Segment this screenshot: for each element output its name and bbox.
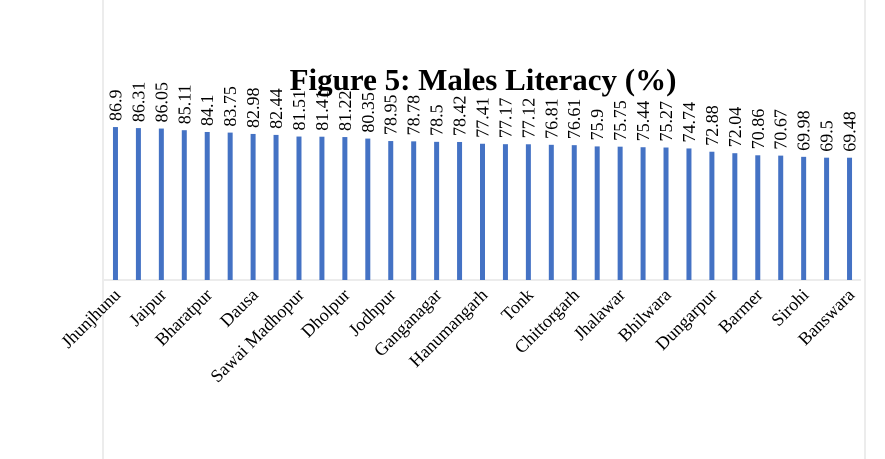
data-label: 70.67 [771, 109, 791, 150]
data-label: 78.95 [381, 95, 401, 136]
bar [824, 157, 830, 280]
data-label: 82.98 [243, 87, 263, 128]
data-label: 69.98 [794, 110, 814, 151]
bar [617, 146, 623, 280]
data-label: 82.44 [266, 88, 286, 129]
data-label: 69.48 [840, 111, 860, 152]
bar [204, 131, 210, 280]
x-tick-label: Jhunjhunu [57, 285, 124, 352]
data-label: 75.9 [587, 109, 607, 141]
data-label: 86.31 [128, 82, 148, 123]
bar [411, 141, 417, 280]
x-tick-label: Tonk [497, 285, 537, 325]
bar [365, 138, 371, 280]
data-label: 80.35 [358, 92, 378, 133]
data-label: 81.22 [335, 91, 355, 132]
bar [480, 143, 485, 280]
bar [686, 148, 692, 280]
bar [663, 147, 669, 280]
data-label: 77.12 [518, 98, 538, 139]
bar [227, 132, 233, 280]
bar [548, 144, 554, 280]
bar [640, 147, 646, 280]
data-label: 86.05 [151, 82, 171, 123]
data-label: 85.11 [174, 84, 194, 124]
data-label: 78.5 [427, 104, 447, 136]
data-label: 78.78 [404, 95, 424, 136]
data-label: 72.04 [725, 107, 745, 148]
bar [594, 146, 600, 280]
data-label: 75.44 [633, 101, 653, 142]
data-label: 75.75 [610, 100, 630, 141]
x-tick-label: Dholpur [297, 285, 354, 342]
bar [847, 157, 853, 280]
data-label: 77.17 [495, 98, 515, 139]
chart-title: Figure 5: Males Literacy (%) [290, 62, 677, 97]
bar [319, 136, 325, 280]
data-label: 77.41 [473, 97, 493, 138]
data-label: 81.41 [312, 90, 332, 131]
bar [457, 141, 463, 280]
data-label: 81.51 [289, 90, 309, 131]
data-label: 72.88 [702, 105, 722, 146]
bar [158, 128, 164, 280]
bar [709, 151, 715, 280]
bar [755, 155, 761, 280]
data-label: 76.81 [541, 98, 561, 139]
bar [342, 137, 348, 280]
data-label: 84.1 [197, 94, 217, 126]
data-label: 78.42 [450, 95, 470, 136]
bar [135, 128, 141, 280]
data-label: 70.86 [748, 109, 768, 150]
bar [571, 145, 577, 280]
bar [388, 141, 394, 280]
data-label: 86.9 [105, 90, 125, 122]
bar [112, 127, 118, 280]
bar [502, 144, 508, 280]
bar [801, 156, 807, 280]
bar [296, 136, 302, 280]
bar [525, 144, 531, 280]
bar [273, 134, 279, 280]
bar [732, 153, 738, 280]
data-label: 74.74 [679, 102, 699, 143]
data-label: 83.75 [220, 86, 240, 127]
chart-border [102, 0, 866, 459]
data-label: 76.61 [564, 99, 584, 140]
x-tick-label: Barmer [714, 285, 766, 337]
bar [778, 155, 784, 280]
bar [434, 141, 440, 280]
bar [250, 133, 256, 280]
bar [181, 130, 187, 280]
data-label: 75.27 [656, 101, 676, 142]
data-label: 69.5 [817, 120, 837, 152]
